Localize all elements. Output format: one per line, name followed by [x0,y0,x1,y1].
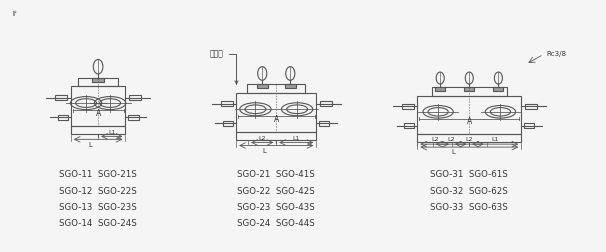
Bar [418,134,521,142]
Text: L2: L2 [431,137,438,142]
Bar [92,78,104,82]
Bar [236,132,316,140]
Bar [404,123,415,128]
Bar [128,115,139,120]
Text: SGO-22  SGO-42S: SGO-22 SGO-42S [238,186,315,196]
Bar [78,78,118,86]
Text: A: A [467,117,472,126]
Text: L2: L2 [465,137,473,142]
Text: L1: L1 [293,136,300,141]
Text: ╔: ╔ [12,10,16,16]
Text: L2: L2 [447,137,455,142]
Bar [129,95,141,100]
Text: SGO-12  SGO-22S: SGO-12 SGO-22S [59,186,137,196]
Text: SGO-24  SGO-44S: SGO-24 SGO-44S [238,218,315,228]
Bar [247,84,305,93]
Bar [524,123,534,128]
Text: A: A [96,109,101,118]
Bar [221,101,233,106]
Text: SGO-32  SGO-62S: SGO-32 SGO-62S [430,186,508,196]
Text: 送油管: 送油管 [210,50,238,84]
Text: SGO-31  SGO-61S: SGO-31 SGO-61S [430,170,508,179]
Bar [257,84,268,88]
Text: L1: L1 [491,137,499,142]
Text: L2: L2 [259,136,266,141]
Text: SGO-14  SGO-24S: SGO-14 SGO-24S [59,218,137,228]
Bar [435,87,445,91]
Text: SGO-33  SGO-63S: SGO-33 SGO-63S [430,203,508,212]
Bar [55,95,67,100]
Text: L: L [451,149,456,155]
Bar [418,96,521,134]
Text: SGO-23  SGO-43S: SGO-23 SGO-43S [238,203,315,212]
Bar [223,121,233,126]
Bar [402,104,414,109]
Text: SGO-13  SGO-23S: SGO-13 SGO-23S [59,203,137,212]
Bar [319,121,330,126]
Text: L1: L1 [108,130,116,135]
Bar [71,86,125,126]
Text: L: L [88,142,92,148]
Bar [432,87,507,96]
Text: SGO-21  SGO-41S: SGO-21 SGO-41S [238,170,315,179]
Text: SGO-11  SGO-21S: SGO-11 SGO-21S [59,170,137,179]
Bar [58,115,68,120]
Bar [236,93,316,132]
Text: Rc3/8: Rc3/8 [547,51,567,57]
Bar [464,87,474,91]
Bar [285,84,296,88]
Bar [71,126,125,134]
Bar [493,87,504,91]
Bar [320,101,332,106]
Text: L: L [262,148,266,154]
Text: A: A [274,115,279,124]
Bar [525,104,537,109]
